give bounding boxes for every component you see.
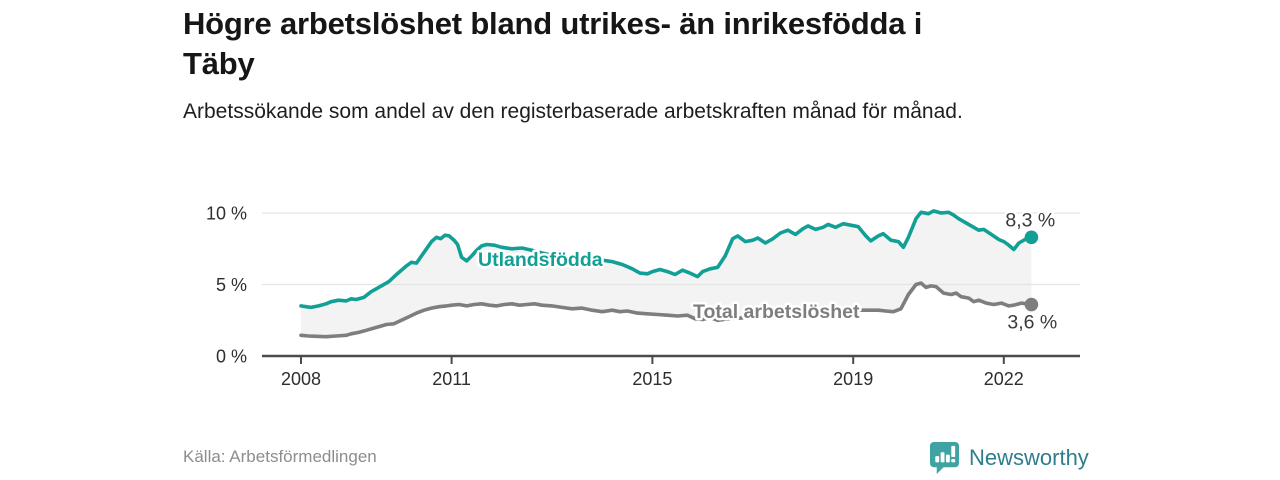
series-line-total	[299, 281, 1034, 339]
y-axis-tick-label: 5 %	[216, 275, 247, 295]
chart-header: Högre arbetslöshet bland utrikes- än inr…	[183, 4, 963, 126]
page-subtitle: Arbetssökande som andel av den registerb…	[183, 99, 963, 123]
series-end-dot-total	[1024, 297, 1039, 312]
x-axis-tick-label: 2015	[632, 369, 672, 389]
x-axis-tick-label: 2019	[833, 369, 873, 389]
y-axis-tick-label: 10 %	[206, 204, 247, 224]
x-axis-tick-label: 2008	[281, 369, 321, 389]
series-line-utlandsfodda	[299, 209, 1034, 310]
x-axis-tick-label: 2022	[984, 369, 1024, 389]
band-fill	[301, 210, 1032, 337]
series-name-label-utlandsfodda: Utlandsfödda	[478, 249, 603, 271]
series-end-value-label: 8,3 %	[1005, 209, 1055, 231]
series-end-dot-utlandsfodda	[1024, 230, 1039, 245]
y-axis-tick-label: 0 %	[216, 347, 247, 367]
page-title: Högre arbetslöshet bland utrikes- än inr…	[183, 6, 923, 82]
newsworthy-logo[interactable]: Newsworthy	[929, 441, 1089, 475]
x-axis-tick-label: 2011	[432, 369, 471, 389]
series-end-value-label: 3,6 %	[1007, 312, 1057, 334]
series-name-label-total: Total arbetslöshet	[693, 301, 860, 323]
source-note: Källa: Arbetsförmedlingen	[183, 447, 377, 466]
newsworthy-logo-text: Newsworthy	[969, 445, 1089, 470]
newsworthy-logo-icon	[929, 441, 960, 475]
